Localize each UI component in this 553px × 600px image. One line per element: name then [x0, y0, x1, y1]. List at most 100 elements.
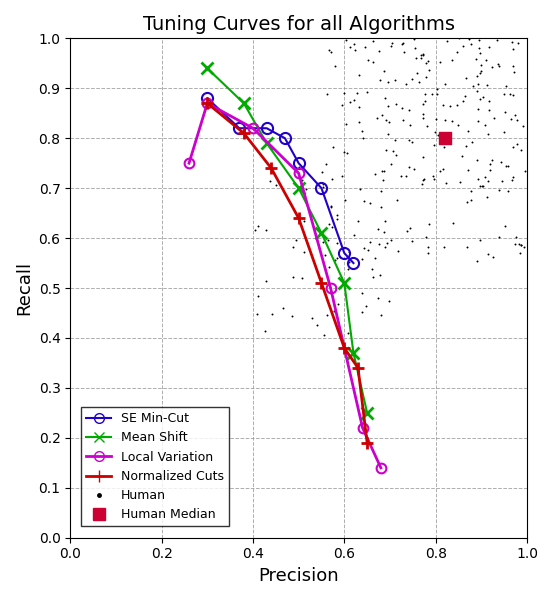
Point: [397, 103, 406, 113]
Point: [509, 61, 518, 71]
Point: [356, 184, 364, 194]
Point: [320, 331, 328, 340]
Point: [472, 155, 481, 165]
Point: [374, 293, 383, 303]
Point: [429, 172, 437, 181]
Point: [289, 242, 298, 252]
Point: [379, 175, 388, 185]
Point: [383, 101, 392, 110]
Point: [514, 38, 523, 48]
Point: [509, 142, 518, 151]
Point: [440, 142, 448, 152]
Point: [436, 166, 445, 175]
Point: [319, 179, 327, 189]
Point: [440, 115, 449, 125]
Point: [488, 253, 497, 262]
Point: [317, 167, 326, 177]
Point: [478, 182, 487, 191]
Point: [329, 142, 338, 152]
Point: [325, 46, 333, 55]
Point: [507, 114, 515, 124]
Point: [447, 116, 456, 126]
Point: [389, 146, 398, 156]
Point: [349, 39, 358, 49]
Point: [323, 311, 332, 320]
Point: [462, 197, 471, 207]
Point: [382, 145, 390, 154]
Point: [278, 303, 287, 313]
Point: [440, 133, 449, 143]
Point: [504, 161, 513, 170]
Point: [441, 80, 450, 89]
Point: [419, 152, 427, 161]
Point: [295, 162, 304, 172]
Point: [453, 120, 462, 130]
Point: [442, 37, 451, 46]
Point: [484, 105, 493, 115]
Point: [509, 91, 518, 100]
Point: [424, 56, 433, 65]
Point: [405, 162, 414, 172]
Point: [485, 159, 494, 169]
Point: [473, 175, 482, 184]
Point: [501, 81, 510, 91]
Point: [515, 239, 524, 249]
Point: [358, 254, 367, 264]
Point: [490, 113, 499, 123]
Point: [253, 309, 262, 319]
Point: [476, 49, 485, 58]
Point: [408, 137, 416, 146]
Point: [332, 214, 341, 224]
Point: [324, 220, 333, 229]
Point: [398, 38, 407, 47]
Point: [326, 47, 335, 56]
Y-axis label: Recall: Recall: [15, 261, 33, 315]
Point: [510, 67, 519, 77]
Point: [467, 39, 476, 49]
Point: [414, 77, 423, 86]
Point: [459, 96, 468, 106]
Point: [473, 79, 482, 88]
Point: [413, 68, 421, 78]
Legend: SE Min-Cut, Mean Shift, Local Variation, Normalized Cuts, Human, Human Median: SE Min-Cut, Mean Shift, Local Variation,…: [81, 407, 229, 526]
Point: [300, 247, 309, 257]
Point: [416, 50, 425, 59]
Point: [380, 66, 389, 76]
Point: [335, 253, 344, 262]
Point: [422, 58, 431, 67]
Point: [462, 74, 471, 83]
Point: [495, 185, 504, 195]
Point: [476, 236, 484, 245]
Point: [513, 139, 521, 148]
Point: [467, 195, 476, 205]
Point: [467, 137, 476, 146]
Point: [288, 311, 296, 320]
Point: [342, 148, 351, 157]
Point: [254, 221, 263, 231]
Point: [392, 196, 401, 205]
Point: [419, 100, 427, 109]
Point: [262, 276, 270, 286]
Point: [406, 223, 415, 233]
Point: [510, 110, 519, 120]
Point: [318, 237, 327, 247]
Point: [517, 145, 525, 155]
Point: [515, 248, 524, 257]
Point: [421, 96, 430, 106]
Point: [517, 240, 525, 250]
Point: [422, 232, 431, 242]
Point: [506, 89, 515, 99]
Point: [401, 79, 410, 89]
Point: [359, 196, 368, 206]
Point: [371, 169, 379, 178]
Point: [350, 45, 359, 55]
Point: [462, 242, 471, 252]
Point: [398, 39, 407, 49]
Point: [411, 53, 420, 63]
Point: [262, 225, 271, 235]
Point: [482, 55, 491, 64]
Point: [483, 249, 492, 259]
Point: [494, 62, 503, 71]
Point: [462, 141, 471, 151]
Point: [403, 226, 411, 236]
